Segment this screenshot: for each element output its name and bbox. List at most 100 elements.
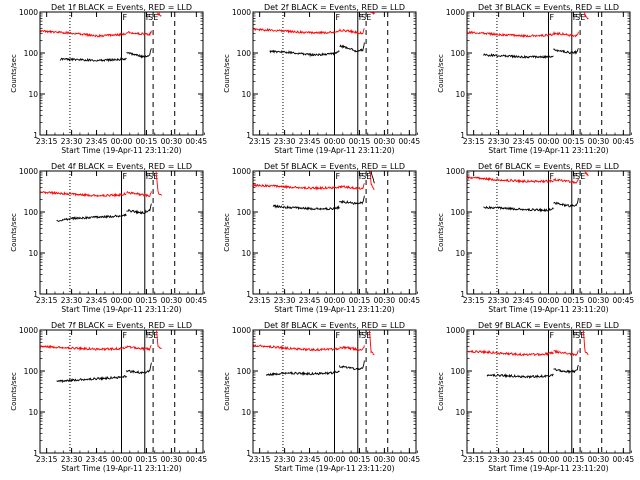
x-tick-label: 00:45 [399, 296, 421, 305]
y-tick-label: 10 [455, 249, 465, 258]
events-line-segment-2 [553, 48, 579, 55]
x-tick-label: 00:30 [588, 455, 610, 464]
x-tick-label: 00:00 [324, 455, 346, 464]
y-tick-label: 100 [24, 49, 39, 58]
x-tick-label: 00:45 [186, 137, 208, 146]
x-tick-label: 23:30 [488, 455, 510, 464]
flag-label-f: F [550, 13, 555, 22]
series-group [467, 330, 589, 379]
y-axis-label: Counts/sec [437, 213, 445, 252]
x-axis-label: Start Time (19-Apr-11 23:11:20) [61, 146, 181, 155]
flag-label-f: F [359, 13, 364, 22]
lld-line-segment-1 [253, 183, 340, 191]
y-tick-label: 100 [24, 208, 39, 217]
panel-title: Det 3f BLACK = Events, RED = LLD [478, 3, 619, 12]
x-tick-label: 23:45 [513, 455, 535, 464]
x-tick-label: 00:00 [538, 137, 560, 146]
x-tick-label: 00:30 [588, 296, 610, 305]
y-tick-label: 10 [28, 408, 38, 417]
detector-panel-5: Det 5f BLACK = Events, RED = LLD 1 10 100 10… [223, 162, 420, 314]
panel-title: Det 1f BLACK = Events, RED = LLD [51, 3, 192, 12]
detector-panel-9: Det 9f BLACK = Events, RED = LLD 1 10 100 10… [437, 321, 634, 473]
flag-label-f: F [123, 331, 128, 340]
events-line-segment-1 [265, 370, 340, 377]
y-tick-label: 10 [28, 90, 38, 99]
events-line-segment-1 [272, 204, 340, 211]
x-tick-label: 00:00 [111, 137, 133, 146]
flag-label-f: F [359, 331, 364, 340]
y-tick-label: 10 [455, 408, 465, 417]
x-axis-label: Start Time (19-Apr-11 23:11:20) [61, 464, 181, 473]
panel-title: Det 9f BLACK = Events, RED = LLD [478, 321, 619, 330]
lld-line-segment-2 [126, 190, 152, 198]
y-tick-label: 10 [455, 90, 465, 99]
x-tick-label: 00:30 [161, 137, 183, 146]
x-tick-label: 00:45 [613, 296, 635, 305]
y-tick-label: 1000 [19, 326, 38, 335]
events-line-segment-2 [339, 360, 365, 371]
y-tick-label: 10 [241, 90, 251, 99]
y-tick-label: 1 [246, 449, 251, 458]
y-tick-label: 1000 [232, 326, 251, 335]
panel-title: Det 8f BLACK = Events, RED = LLD [264, 321, 405, 330]
x-tick-label: 00:30 [588, 137, 610, 146]
x-tick-label: 00:15 [349, 137, 371, 146]
events-line-segment-1 [56, 213, 127, 223]
flag-label-f: F [573, 331, 578, 340]
detector-panel-6: Det 6f BLACK = Events, RED = LLD 1 10 100 10… [437, 162, 634, 314]
series-group [253, 330, 375, 377]
lld-line-segment-3 [156, 330, 162, 349]
x-tick-label: 23:15 [463, 137, 485, 146]
flag-label-f: F [359, 172, 364, 181]
series-group [40, 171, 162, 223]
flag-label-f: F [336, 172, 341, 181]
y-tick-label: 1000 [232, 167, 251, 176]
x-tick-label: 00:15 [563, 455, 585, 464]
flag-label-se: SE [148, 172, 158, 181]
x-tick-label: 23:30 [274, 296, 296, 305]
y-tick-label: 100 [237, 49, 252, 58]
x-axis-label: Start Time (19-Apr-11 23:11:20) [61, 305, 181, 314]
lld-line-segment-2 [339, 345, 365, 352]
flag-label-f: F [573, 172, 578, 181]
y-axis-label: Counts/sec [10, 54, 18, 93]
lld-line-segment-3 [368, 330, 375, 356]
detector-panel-3: Det 3f BLACK = Events, RED = LLD 1 10 100 10… [437, 3, 634, 155]
x-tick-label: 00:30 [161, 455, 183, 464]
x-tick-label: 23:30 [274, 137, 296, 146]
panel-title: Det 2f BLACK = Events, RED = LLD [264, 3, 405, 12]
detector-panel-7: Det 7f BLACK = Events, RED = LLD 1 10 100 10… [10, 321, 207, 473]
x-tick-label: 00:15 [136, 137, 158, 146]
lld-line-segment-2 [553, 30, 579, 38]
x-tick-label: 00:15 [563, 137, 585, 146]
y-tick-label: 100 [237, 367, 252, 376]
y-tick-label: 10 [28, 249, 38, 258]
panel-title: Det 4f BLACK = Events, RED = LLD [51, 162, 192, 171]
x-tick-label: 23:15 [249, 296, 271, 305]
y-tick-label: 1 [33, 290, 38, 299]
y-tick-label: 1 [460, 131, 465, 140]
lld-line-segment-1 [40, 344, 127, 352]
detector-panel-4: Det 4f BLACK = Events, RED = LLD 1 10 100 10… [10, 162, 207, 314]
events-line-segment-2 [126, 48, 152, 59]
events-line-segment-2 [126, 362, 152, 375]
y-tick-label: 100 [24, 367, 39, 376]
x-tick-label: 23:15 [249, 137, 271, 146]
flag-label-se: SE [575, 13, 585, 22]
y-axis-label: Counts/sec [437, 372, 445, 411]
events-line-segment-1 [59, 57, 127, 63]
events-line-segment-1 [56, 374, 127, 384]
flag-label-f: F [146, 13, 151, 22]
lld-line-segment-3 [584, 12, 589, 20]
events-line-segment-2 [339, 42, 365, 53]
series-group [467, 12, 589, 60]
lld-line-segment-3 [157, 12, 162, 17]
x-axis-label: Start Time (19-Apr-11 23:11:20) [488, 146, 608, 155]
x-tick-label: 23:45 [86, 455, 108, 464]
y-tick-label: 1000 [232, 8, 251, 17]
y-axis-label: Counts/sec [223, 54, 231, 93]
y-axis-label: Counts/sec [10, 372, 18, 411]
x-tick-label: 23:15 [36, 455, 58, 464]
x-tick-label: 23:15 [249, 455, 271, 464]
x-tick-label: 00:15 [349, 455, 371, 464]
